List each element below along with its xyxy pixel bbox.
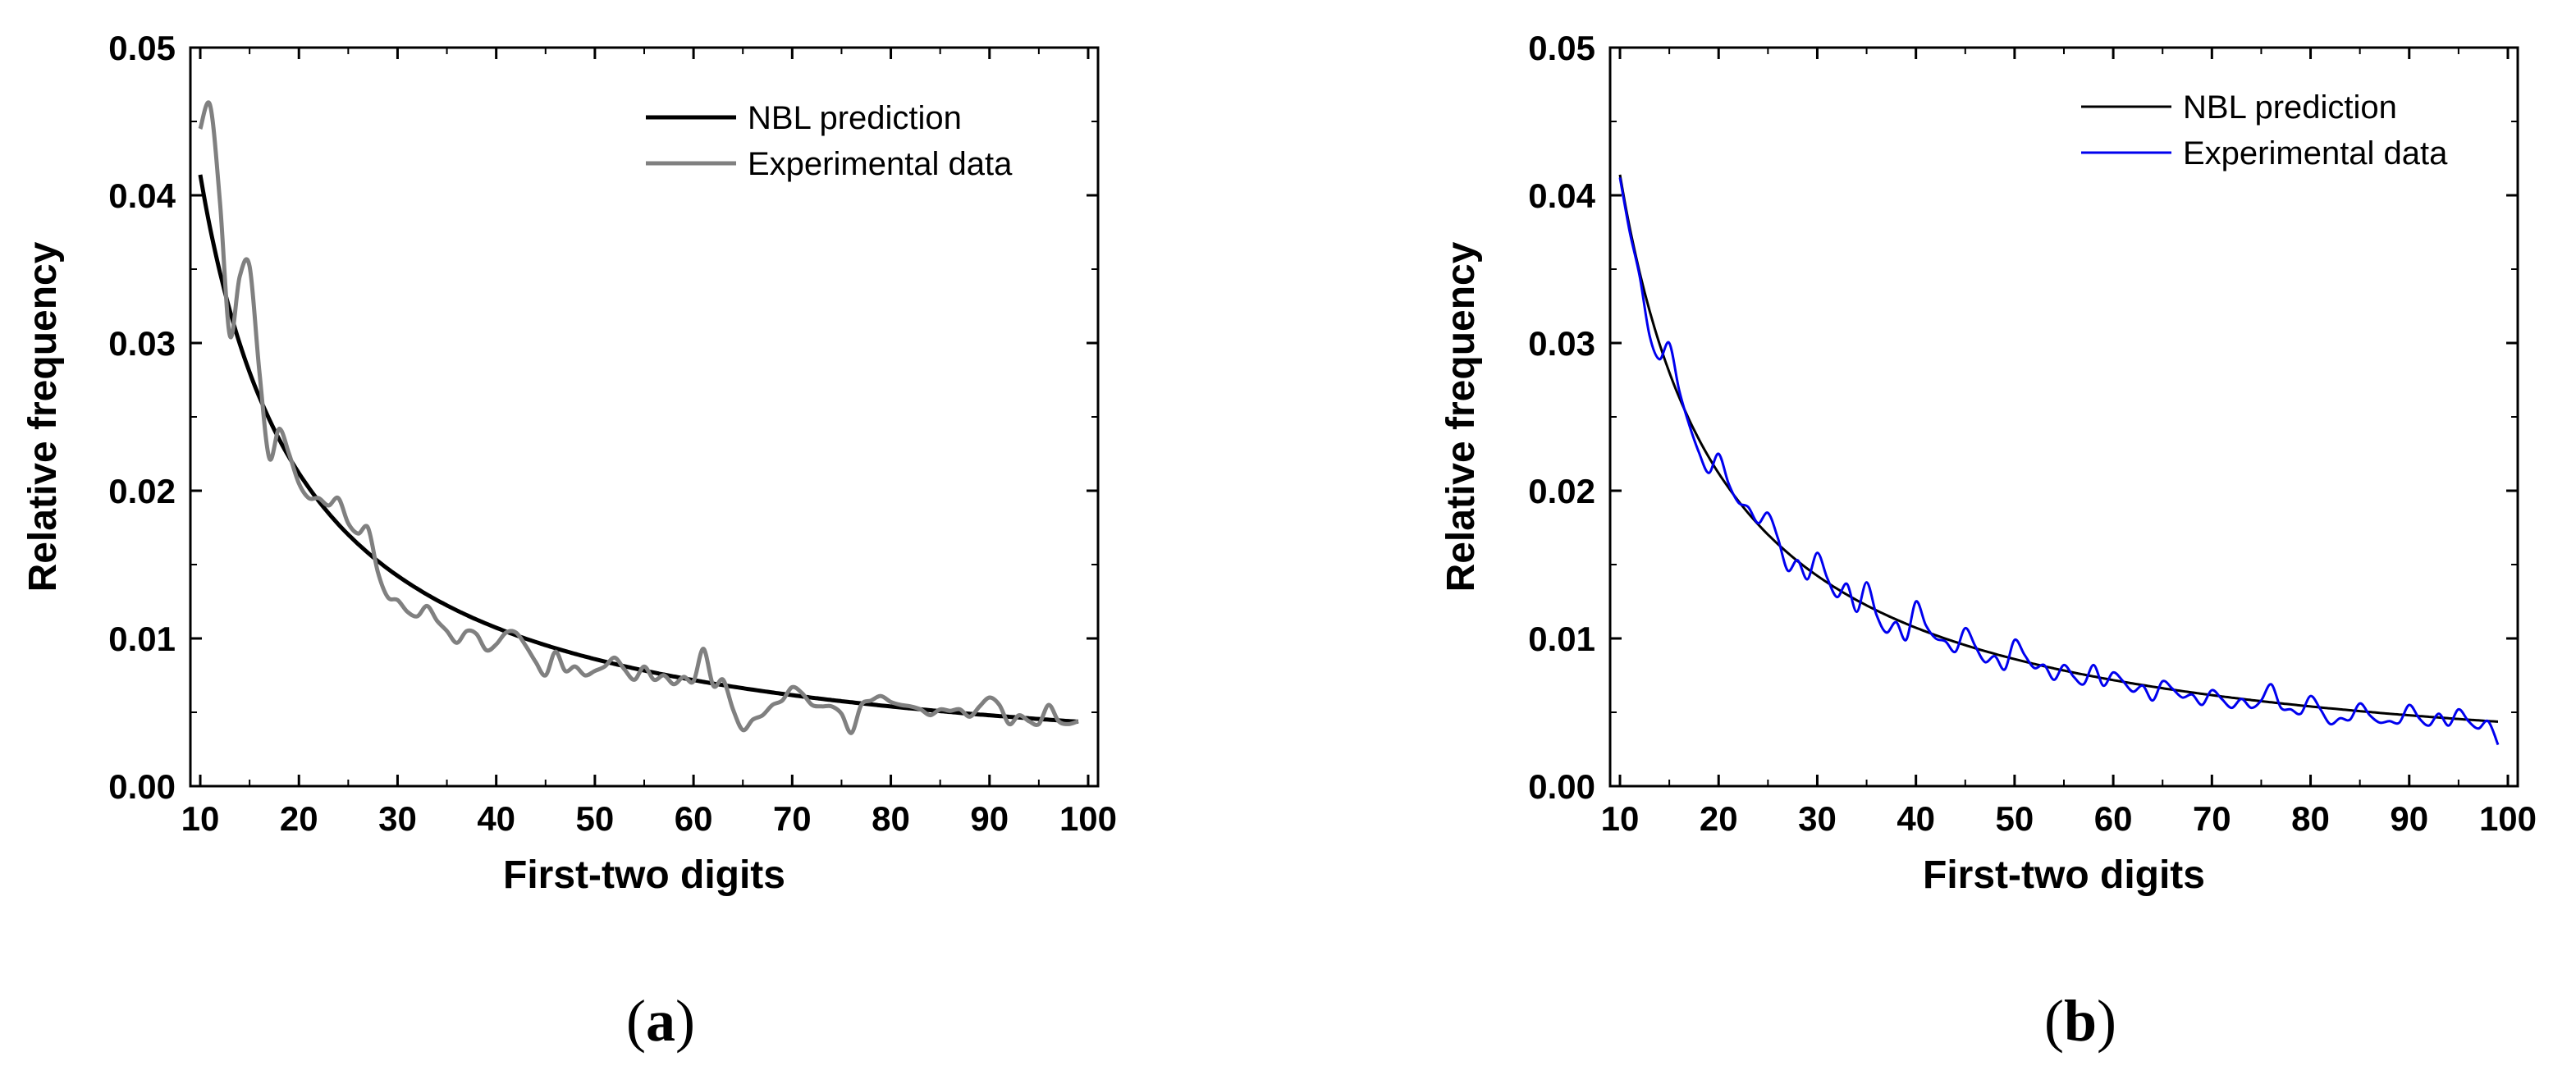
y-tick-label: 0.00	[1528, 767, 1595, 806]
y-axis-label: Relative frequency	[21, 241, 65, 592]
y-tick-label: 0.03	[108, 324, 176, 363]
x-tick-label: 90	[2390, 799, 2428, 838]
y-tick-label: 0.05	[1528, 29, 1595, 67]
legend-label: NBL prediction	[2183, 89, 2397, 126]
x-tick-label: 80	[872, 799, 910, 838]
y-tick-label: 0.00	[108, 767, 176, 806]
y-tick-label: 0.01	[1528, 620, 1595, 658]
legend: NBL prediction Experimental data	[646, 100, 1013, 182]
x-tick-label: 40	[477, 799, 515, 838]
x-tick-label: 30	[1798, 799, 1837, 838]
x-tick-label: 70	[773, 799, 812, 838]
x-tick-label: 20	[1700, 799, 1738, 838]
y-tick-label: 0.02	[108, 472, 176, 510]
nbl-prediction-line	[198, 174, 1079, 724]
x-tick-label: 60	[2094, 799, 2133, 838]
x-tick-label: 50	[576, 799, 615, 838]
nbl-prediction-line	[1618, 174, 2499, 723]
panel-caption: (a)	[626, 988, 695, 1054]
y-axis-label: Relative frequency	[1439, 241, 1483, 592]
x-tick-label: 50	[1996, 799, 2034, 838]
x-axis-label: First-two digits	[503, 853, 785, 897]
x-tick-label: 80	[2291, 799, 2330, 838]
legend-label: NBL prediction	[748, 100, 962, 136]
legend: NBL prediction Experimental data	[2081, 89, 2448, 172]
x-tick-label: 10	[1601, 799, 1640, 838]
y-tick-label: 0.02	[1528, 472, 1595, 510]
x-axis-label: First-two digits	[1923, 853, 2205, 897]
x-tick-label: 90	[970, 799, 1009, 838]
x-tick-label: 100	[2479, 799, 2537, 838]
experimental-data-line	[1618, 177, 2500, 746]
x-tick-label: 20	[280, 799, 318, 838]
y-tick-label: 0.04	[1528, 176, 1595, 215]
legend-label: Experimental data	[748, 146, 1013, 182]
x-tick-label: 10	[181, 799, 220, 838]
legend-label: Experimental data	[2183, 135, 2448, 172]
y-tick-label: 0.01	[108, 620, 176, 658]
y-tick-label: 0.03	[1528, 324, 1595, 363]
chart-panel-a: 10 20 30 40 50 60 70 80 90 100 0.00 0.01 0.02 0.03 0.0…	[21, 29, 1117, 1054]
x-tick-label: 100	[1059, 799, 1117, 838]
x-tick-label: 30	[378, 799, 417, 838]
y-tick-label: 0.04	[108, 176, 176, 215]
panel-caption: (b)	[2044, 988, 2116, 1054]
x-tick-label: 60	[675, 799, 713, 838]
chart-panel-b: 10 20 30 40 50 60 70 80 90 100 0.00 0.01 0.02 0.03 0.0…	[1439, 29, 2537, 1054]
experimental-data-line	[198, 100, 1079, 735]
y-tick-label: 0.05	[108, 29, 176, 67]
x-tick-label: 70	[2193, 799, 2231, 838]
x-tick-label: 40	[1897, 799, 1935, 838]
